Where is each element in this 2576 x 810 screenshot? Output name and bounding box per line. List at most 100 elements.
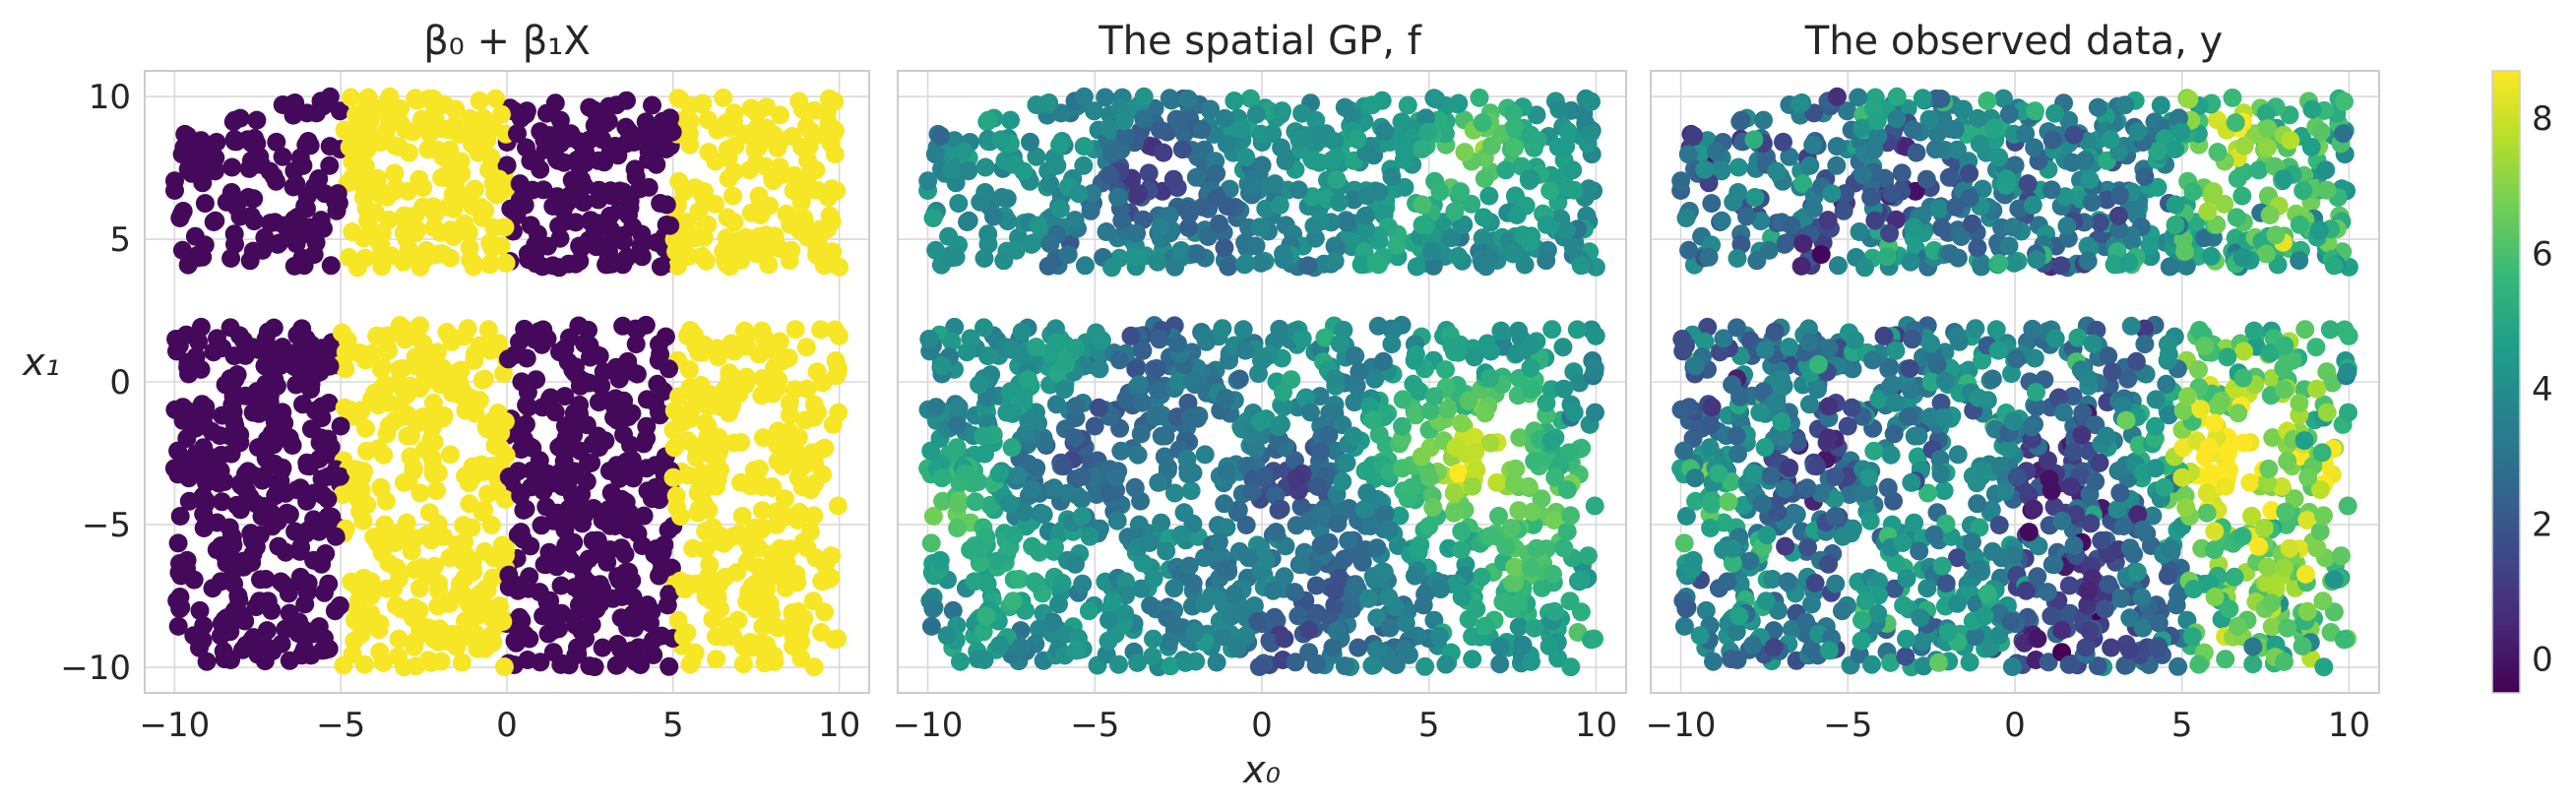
panel-1-x-tick-5: 5 <box>1418 706 1440 745</box>
data-point <box>753 428 773 448</box>
data-point <box>1090 359 1109 379</box>
data-point <box>484 548 504 568</box>
data-point <box>1832 601 1852 621</box>
data-point <box>599 462 619 480</box>
data-point <box>1216 560 1235 580</box>
data-point <box>2059 576 2079 595</box>
data-point <box>803 592 823 611</box>
data-point <box>191 317 211 337</box>
data-point <box>240 251 260 271</box>
data-point <box>1325 369 1345 389</box>
data-point <box>271 572 290 592</box>
data-point <box>2232 186 2252 206</box>
data-point <box>1195 445 1215 465</box>
data-point <box>357 441 376 461</box>
data-point <box>1522 380 1540 400</box>
data-point <box>496 253 516 273</box>
data-point <box>1306 110 1326 130</box>
data-point <box>403 608 422 628</box>
data-point <box>1246 236 1266 256</box>
data-point <box>2320 320 2340 340</box>
data-point <box>438 197 458 217</box>
data-point <box>1582 630 1602 650</box>
data-point <box>194 415 214 435</box>
data-point <box>1114 111 1134 131</box>
data-point <box>587 599 606 619</box>
data-point <box>1112 211 1132 230</box>
data-point <box>351 467 371 487</box>
data-point <box>338 331 357 350</box>
data-point <box>238 188 258 207</box>
data-point <box>516 499 535 519</box>
data-point <box>423 90 443 108</box>
data-point <box>641 613 660 633</box>
data-point <box>923 507 943 526</box>
data-point <box>572 170 592 190</box>
data-point <box>491 236 511 256</box>
data-point <box>970 538 989 558</box>
data-point <box>179 468 199 488</box>
data-point <box>696 413 716 433</box>
data-point <box>1019 412 1038 432</box>
data-point <box>2324 570 2344 590</box>
data-point <box>1201 99 1221 119</box>
data-point <box>956 464 975 483</box>
data-point <box>1354 500 1374 520</box>
data-point <box>582 213 601 232</box>
data-point <box>735 321 754 341</box>
data-point <box>1150 330 1169 349</box>
data-point <box>217 538 236 558</box>
data-point <box>698 215 718 234</box>
data-point <box>1141 595 1161 615</box>
data-point <box>170 507 190 526</box>
data-point <box>1325 581 1345 600</box>
data-point <box>1467 599 1486 619</box>
data-point <box>543 256 563 276</box>
data-point <box>1510 428 1530 448</box>
data-point <box>657 140 676 158</box>
data-point <box>345 631 364 651</box>
data-point <box>815 570 834 590</box>
data-point <box>1867 111 1887 131</box>
data-point <box>1329 193 1349 213</box>
data-point <box>1557 522 1577 541</box>
data-point <box>298 573 318 592</box>
data-point <box>425 556 445 576</box>
data-point <box>205 160 224 180</box>
data-point <box>248 438 268 458</box>
data-point <box>1274 383 1292 402</box>
data-point <box>220 426 240 446</box>
data-point <box>555 387 575 406</box>
data-point <box>2339 326 2358 345</box>
data-point <box>619 562 639 582</box>
data-point <box>286 234 306 254</box>
data-point <box>2189 360 2208 380</box>
data-point <box>2311 122 2331 142</box>
data-point <box>1219 257 1238 277</box>
data-point <box>354 654 374 674</box>
data-point <box>1146 407 1165 426</box>
data-point <box>2042 130 2062 150</box>
data-point <box>1250 411 1270 431</box>
data-point <box>2027 250 2046 270</box>
data-point <box>1096 88 1115 107</box>
data-point <box>997 403 1017 422</box>
data-point <box>797 379 817 399</box>
data-point <box>1960 163 1979 183</box>
data-point <box>1999 236 2019 256</box>
data-point <box>556 535 576 555</box>
data-point <box>2226 113 2245 133</box>
data-point <box>688 503 708 523</box>
data-point <box>588 426 607 446</box>
data-point <box>943 600 963 620</box>
data-point <box>1344 426 1363 446</box>
data-point <box>695 540 715 560</box>
data-point <box>1405 566 1424 586</box>
data-point <box>1272 138 1291 157</box>
data-point <box>780 251 799 271</box>
data-point <box>723 527 743 546</box>
data-point <box>1999 439 2019 459</box>
data-point <box>1133 341 1153 360</box>
data-point <box>1166 109 1186 129</box>
data-point <box>1382 167 1402 186</box>
